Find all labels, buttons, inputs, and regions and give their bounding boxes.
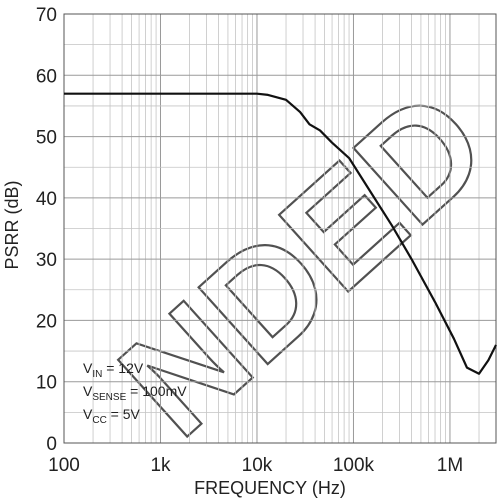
plot-frame <box>63 13 497 444</box>
x-tick-labels: 100 1k 10k 100k 1M <box>48 455 463 476</box>
y-tick-label: 10 <box>36 373 57 394</box>
annotation-line: VCC = 5V <box>83 406 141 426</box>
annotation-line: VIN = 12V <box>83 360 144 380</box>
conditions-annotation: VIN = 12V VSENSE = 100mV VCC = 5V <box>83 360 187 426</box>
x-axis-label: FREQUENCY (Hz) <box>194 478 346 498</box>
y-tick-label: 70 <box>36 5 57 26</box>
y-tick-label: 30 <box>36 250 57 271</box>
watermark-text: NDED <box>89 58 497 467</box>
watermark-layer: NDED <box>88 57 497 468</box>
y-tick-label: 20 <box>36 311 57 332</box>
x-tick-label: 10k <box>242 455 273 476</box>
plot-border <box>63 13 497 444</box>
y-tick-label: 40 <box>36 189 57 210</box>
x-tick-label: 1M <box>437 455 463 476</box>
y-tick-label: 60 <box>36 66 57 87</box>
y-axis-label: PSRR (dB) <box>2 180 22 269</box>
x-tick-label: 1k <box>150 455 171 476</box>
y-tick-label: 0 <box>46 434 57 455</box>
annotation-line: VSENSE = 100mV <box>83 383 187 403</box>
y-tick-labels: 0 10 20 30 40 50 60 70 <box>36 5 57 455</box>
series-layer <box>64 92 497 375</box>
psrr-curve <box>64 92 497 375</box>
x-tick-label: 100k <box>333 455 375 476</box>
x-tick-label: 100 <box>48 455 80 476</box>
y-tick-label: 50 <box>36 128 57 149</box>
